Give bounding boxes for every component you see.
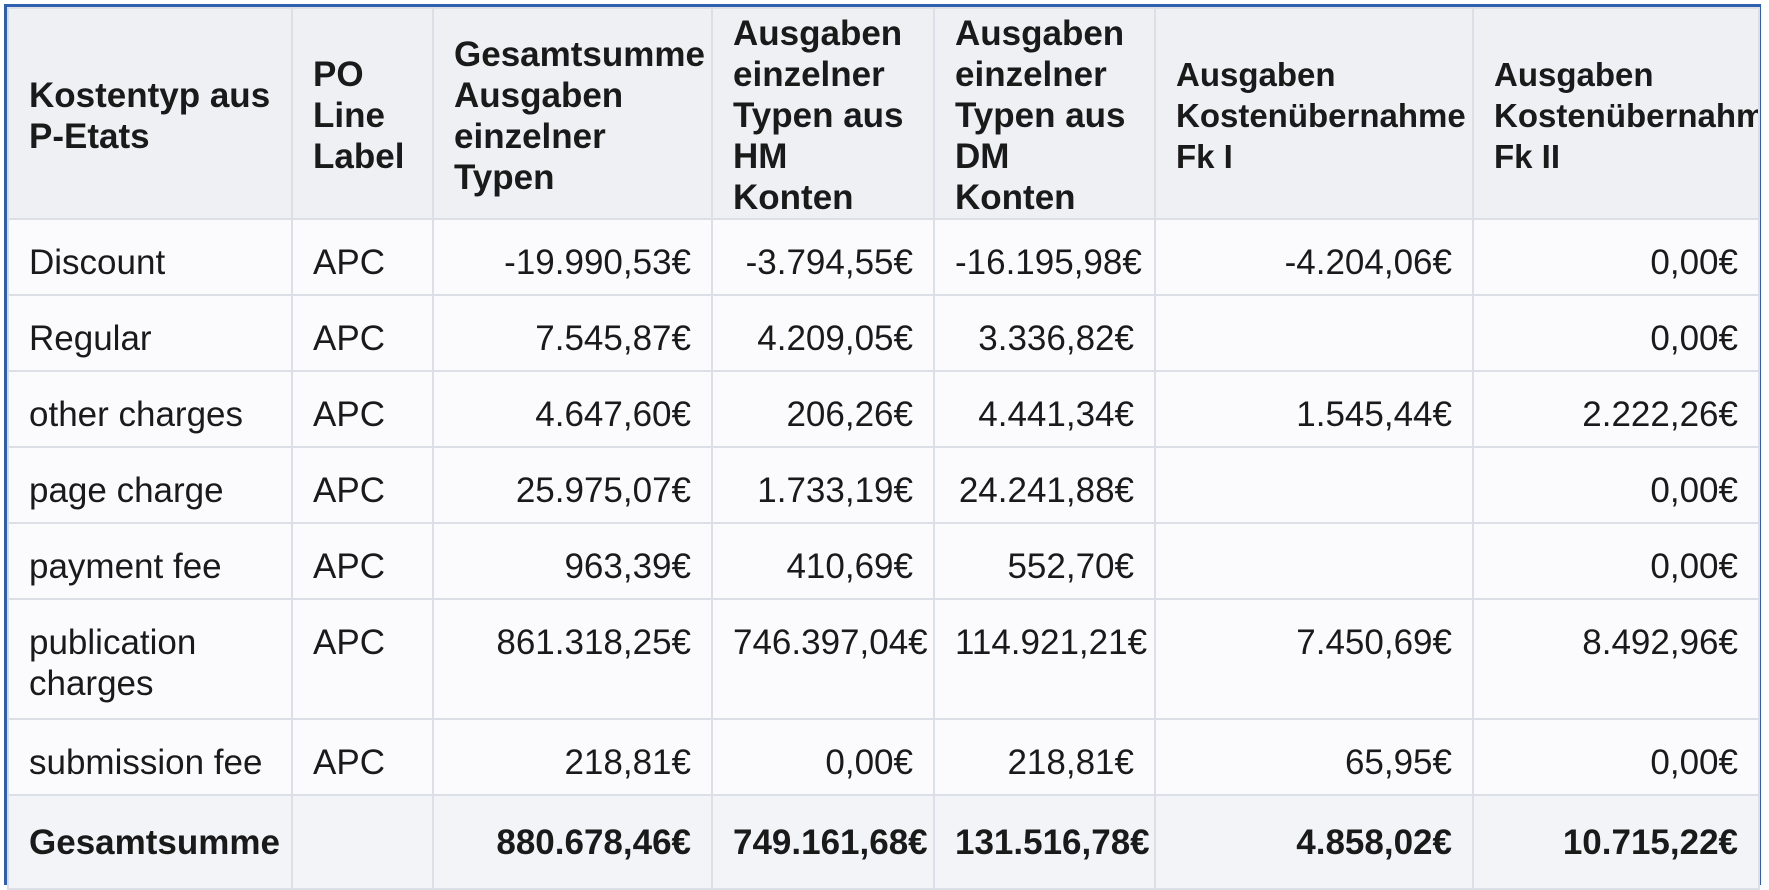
- cell-fk-2: 8.492,96€: [1472, 598, 1760, 720]
- header-cell-fk-1: Ausgaben Kostenübernahme Fk I: [1154, 7, 1474, 220]
- cell-hm-konten: 410,69€: [711, 522, 935, 600]
- cell-po-line-label: APC: [291, 718, 434, 796]
- cell-hm-konten: 206,26€: [711, 370, 935, 448]
- header-cell-po-line-label: PO Line Label: [291, 7, 434, 220]
- cell-hm-konten: 4.209,05€: [711, 294, 935, 372]
- cell-fk-1: 65,95€: [1154, 718, 1474, 796]
- header-row: Kostentyp aus P-Etats PO Line Label Gesa…: [7, 7, 1760, 220]
- total-label: Gesamtsumme: [7, 794, 293, 890]
- cell-dm-konten: 4.441,34€: [933, 370, 1156, 448]
- total-fk-2: 10.715,22€: [1472, 794, 1760, 890]
- cell-gesamtsumme: 4.647,60€: [432, 370, 713, 448]
- cell-fk-1: -4.204,06€: [1154, 218, 1474, 296]
- total-po-line-label: [291, 794, 434, 890]
- cell-fk-1: [1154, 522, 1474, 600]
- table-row: Discount APC -19.990,53€ -3.794,55€ -16.…: [7, 218, 1760, 296]
- cell-gesamtsumme: 25.975,07€: [432, 446, 713, 524]
- cell-kostentyp: submission fee: [7, 718, 293, 796]
- cell-fk-1: 1.545,44€: [1154, 370, 1474, 448]
- table-row: page charge APC 25.975,07€ 1.733,19€ 24.…: [7, 446, 1760, 524]
- cell-dm-konten: 24.241,88€: [933, 446, 1156, 524]
- cell-kostentyp: Regular: [7, 294, 293, 372]
- table-row: publication charges APC 861.318,25€ 746.…: [7, 598, 1760, 720]
- cost-table-frame: Kostentyp aus P-Etats PO Line Label Gesa…: [4, 4, 1761, 890]
- cell-po-line-label: APC: [291, 294, 434, 372]
- header-cell-hm-konten: Ausgaben einzelner Typen aus HM Konten: [711, 7, 935, 220]
- header-cell-gesamtsumme: Gesamtsumme Ausgaben einzelner Typen: [432, 7, 713, 220]
- cell-gesamtsumme: 963,39€: [432, 522, 713, 600]
- cell-fk-2: 0,00€: [1472, 446, 1760, 524]
- table-row: payment fee APC 963,39€ 410,69€ 552,70€ …: [7, 522, 1760, 600]
- cell-hm-konten: -3.794,55€: [711, 218, 935, 296]
- cell-fk-2: 0,00€: [1472, 522, 1760, 600]
- cell-kostentyp: payment fee: [7, 522, 293, 600]
- header-cell-dm-konten: Ausgaben einzelner Typen aus DM Konten: [933, 7, 1156, 220]
- cell-fk-1: 7.450,69€: [1154, 598, 1474, 720]
- cell-dm-konten: 3.336,82€: [933, 294, 1156, 372]
- cell-hm-konten: 0,00€: [711, 718, 935, 796]
- cell-fk-2: 0,00€: [1472, 294, 1760, 372]
- total-hm-konten: 749.161,68€: [711, 794, 935, 890]
- cell-dm-konten: -16.195,98€: [933, 218, 1156, 296]
- cell-fk-2: 2.222,26€: [1472, 370, 1760, 448]
- cell-dm-konten: 218,81€: [933, 718, 1156, 796]
- cell-po-line-label: APC: [291, 446, 434, 524]
- cell-po-line-label: APC: [291, 218, 434, 296]
- cell-gesamtsumme: -19.990,53€: [432, 218, 713, 296]
- cell-hm-konten: 1.733,19€: [711, 446, 935, 524]
- total-row: Gesamtsumme 880.678,46€ 749.161,68€ 131.…: [7, 794, 1760, 890]
- header-cell-fk-2: Ausgaben Kostenübernahme Fk II: [1472, 7, 1760, 220]
- cell-kostentyp: page charge: [7, 446, 293, 524]
- total-gesamtsumme: 880.678,46€: [432, 794, 713, 890]
- total-dm-konten: 131.516,78€: [933, 794, 1156, 890]
- table-row: Regular APC 7.545,87€ 4.209,05€ 3.336,82…: [7, 294, 1760, 372]
- cell-fk-1: [1154, 446, 1474, 524]
- cell-dm-konten: 552,70€: [933, 522, 1156, 600]
- cell-hm-konten: 746.397,04€: [711, 598, 935, 720]
- cost-table: Kostentyp aus P-Etats PO Line Label Gesa…: [7, 7, 1760, 890]
- cell-gesamtsumme: 218,81€: [432, 718, 713, 796]
- table-row: submission fee APC 218,81€ 0,00€ 218,81€…: [7, 718, 1760, 796]
- cell-gesamtsumme: 7.545,87€: [432, 294, 713, 372]
- cell-kostentyp: other charges: [7, 370, 293, 448]
- cell-po-line-label: APC: [291, 370, 434, 448]
- cell-fk-2: 0,00€: [1472, 218, 1760, 296]
- table-row: other charges APC 4.647,60€ 206,26€ 4.44…: [7, 370, 1760, 448]
- total-fk-1: 4.858,02€: [1154, 794, 1474, 890]
- cell-dm-konten: 114.921,21€: [933, 598, 1156, 720]
- cell-gesamtsumme: 861.318,25€: [432, 598, 713, 720]
- cell-fk-1: [1154, 294, 1474, 372]
- cell-kostentyp: publication charges: [7, 598, 293, 720]
- cell-po-line-label: APC: [291, 522, 434, 600]
- cell-po-line-label: APC: [291, 598, 434, 720]
- header-cell-kostentyp: Kostentyp aus P-Etats: [7, 7, 293, 220]
- cell-kostentyp: Discount: [7, 218, 293, 296]
- cell-fk-2: 0,00€: [1472, 718, 1760, 796]
